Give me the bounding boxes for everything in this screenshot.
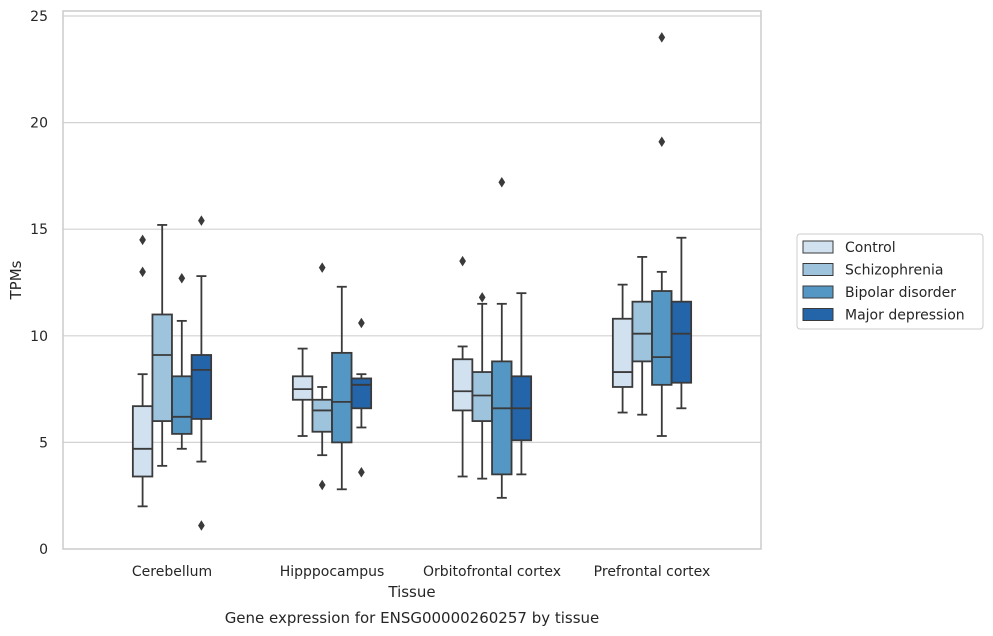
box xyxy=(651,290,673,386)
y-axis-ticks: 0 5 10 15 20 25 xyxy=(30,9,48,558)
legend-swatch xyxy=(802,285,834,299)
box-plot-series xyxy=(131,32,693,531)
box xyxy=(471,371,493,422)
outlier-point xyxy=(478,292,486,303)
box xyxy=(451,358,474,412)
series-major-depression xyxy=(190,215,693,531)
x-tick-label: Cerebellum xyxy=(132,564,212,580)
box xyxy=(311,398,333,433)
y-tick-label: 0 xyxy=(39,542,48,558)
outlier-point xyxy=(498,177,506,188)
x-axis-title: Tissue xyxy=(387,583,435,601)
legend-frame xyxy=(796,233,984,330)
x-tick-label: Prefrontal cortex xyxy=(594,564,711,580)
outlier-point xyxy=(318,479,326,491)
legend-label: Bipolar disorder xyxy=(845,285,956,301)
outlier-point xyxy=(198,520,205,531)
outlier-point xyxy=(198,215,205,226)
outlier-point xyxy=(318,262,326,273)
box xyxy=(611,317,634,388)
legend: Control Schizophrenia Bipolar disorder Majo… xyxy=(796,233,984,330)
x-tick-label: Hipppocampus xyxy=(280,564,385,580)
outlier-point xyxy=(658,32,666,43)
y-tick-label: 20 xyxy=(30,116,48,132)
box xyxy=(151,313,173,422)
series-control xyxy=(131,234,634,508)
box xyxy=(291,375,314,401)
series-bipolar-disorder xyxy=(171,32,673,499)
plot-frame xyxy=(62,10,762,550)
series-schizophrenia xyxy=(151,224,653,491)
legend-label: Schizophrenia xyxy=(845,263,943,279)
outlier-point xyxy=(139,266,146,278)
x-tick-label: Orbitofrontal cortex xyxy=(423,564,561,580)
legend-swatch xyxy=(802,263,834,276)
chart-caption: Gene expression for ENSG00000260257 by t… xyxy=(225,609,600,627)
outlier-point xyxy=(358,466,365,478)
box xyxy=(131,405,154,478)
outlier-point xyxy=(178,272,186,284)
box xyxy=(171,375,193,435)
box xyxy=(491,360,513,476)
y-tick-label: 10 xyxy=(30,329,48,345)
y-tick-label: 15 xyxy=(30,222,48,238)
outlier-point xyxy=(658,136,666,148)
y-tick-label: 5 xyxy=(39,435,48,451)
x-axis-ticks: Cerebellum Hipppocampus Orbitofrontal cort… xyxy=(132,564,710,580)
legend-label: Control xyxy=(845,240,896,256)
outlier-point xyxy=(358,317,365,329)
legend-swatch xyxy=(802,308,834,321)
box xyxy=(190,354,213,420)
box xyxy=(350,377,373,410)
y-axis-title: TPMs xyxy=(7,260,25,300)
y-tick-label: 25 xyxy=(30,9,48,25)
outlier-point xyxy=(139,234,146,246)
legend-swatch xyxy=(802,240,834,254)
box xyxy=(331,351,353,444)
outlier-point xyxy=(459,255,466,267)
legend-label: Major depression xyxy=(845,308,965,324)
box xyxy=(631,300,653,363)
box xyxy=(670,300,693,384)
